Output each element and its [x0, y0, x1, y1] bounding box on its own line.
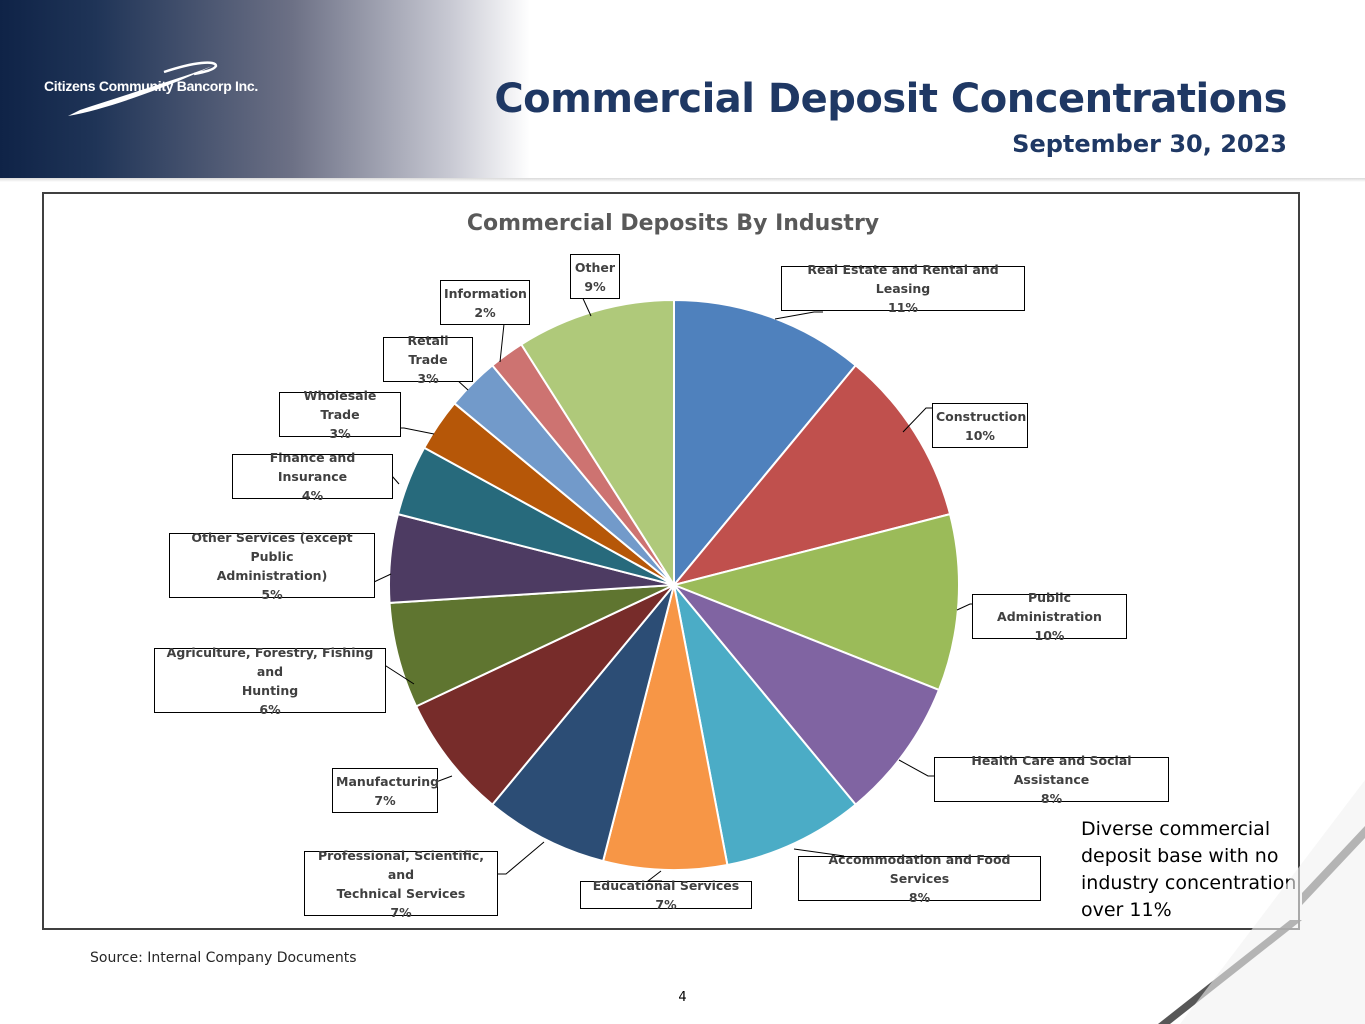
- data-label-pct: 8%: [1040, 791, 1063, 806]
- page-subtitle: September 30, 2023: [1012, 130, 1287, 158]
- data-label-text-2: Technical Services: [336, 885, 466, 901]
- data-label-pct: 11%: [888, 300, 918, 315]
- data-label-other-services: Other Services (except Public Administra…: [169, 530, 375, 602]
- data-label-text: Other Services (except Public: [191, 529, 353, 564]
- data-label-pct: 3%: [329, 426, 351, 441]
- pie-slice-professional-scientific-and-technical-services: [490, 584, 675, 863]
- page-number: 4: [678, 990, 687, 1005]
- data-label-text: Real Estate and Rental and Leasing: [807, 262, 999, 296]
- data-label-pct: 5%: [261, 586, 283, 602]
- data-label-text-2: Administration): [216, 567, 328, 583]
- pie-slice-accommodation-and-food-services: [673, 584, 858, 867]
- leader-line-finance: [391, 475, 400, 485]
- data-label-text: Health Care and Social Assistance: [971, 753, 1132, 787]
- data-label-accommodation: Accommodation and Food Services 8%: [798, 852, 1041, 905]
- chart-title: Commercial Deposits By Industry: [466, 211, 880, 236]
- data-label-text: Agriculture, Forestry, Fishing and: [166, 644, 374, 679]
- leader-line-construction: [902, 407, 934, 433]
- leader-line-professional: [496, 841, 545, 875]
- pie-slices: [388, 298, 960, 871]
- pie-slice-other: [519, 298, 675, 589]
- data-label-pct: 4%: [301, 488, 324, 503]
- data-label-pct: 10%: [1034, 628, 1065, 643]
- data-label-text: Public Administration: [997, 590, 1102, 624]
- pie-slice-manufacturing: [414, 584, 675, 807]
- pie-slice-educational-services: [601, 584, 729, 871]
- data-label-text-2: Hunting: [241, 682, 299, 698]
- data-label-text: Manufacturing: [336, 773, 440, 789]
- data-label-information: Information 2%: [440, 280, 530, 325]
- data-label-pct: 2%: [474, 304, 496, 320]
- data-label-real-estate: Real Estate and Rental and Leasing 11%: [781, 262, 1025, 315]
- data-label-pct: 3%: [417, 371, 439, 386]
- leader-line-real-estate: [774, 311, 823, 320]
- data-label-agriculture: Agriculture, Forestry, Fishing and Hunti…: [154, 645, 386, 717]
- leader-line-wholesale: [400, 427, 435, 435]
- slide-header: Citizens Community Bancorp Inc. Commerci…: [0, 0, 1365, 182]
- data-label-pct: 7%: [374, 792, 396, 808]
- page-title: Commercial Deposit Concentrations: [494, 76, 1287, 122]
- pie-slice-health-care-and-social-assistance: [673, 584, 941, 807]
- data-label-public-admin: Public Administration 10%: [972, 590, 1127, 643]
- pie-chart-frame: Commercial Deposits By Industry Real Est…: [42, 192, 1300, 930]
- data-label-pct: 9%: [584, 278, 606, 294]
- logo-swoosh-icon: [68, 61, 218, 116]
- pie-slice-real-estate-and-rental-and-leasing: [673, 298, 858, 588]
- company-logo: Citizens Community Bancorp Inc.: [44, 60, 274, 120]
- data-label-text: Other: [574, 259, 616, 275]
- data-label-text: Finance and Insurance: [269, 450, 356, 484]
- data-label-other: Other 9%: [570, 254, 620, 299]
- data-label-pct: 7%: [390, 904, 412, 920]
- summary-note: Diverse commercial deposit base with no …: [1081, 818, 1297, 921]
- data-label-text: Information: [444, 285, 527, 301]
- pie-slice-public-administration: [670, 512, 960, 692]
- pie-slice-construction: [671, 363, 952, 587]
- data-label-professional: Professional, Scientific, and Technical …: [304, 848, 498, 920]
- source-footnote: Source: Internal Company Documents: [90, 950, 357, 966]
- pie-chart: [373, 291, 974, 882]
- data-label-text: Construction: [936, 408, 1027, 424]
- data-label-text: Retail Trade: [407, 333, 449, 367]
- header-divider: [0, 178, 1365, 182]
- header-gradient-band: [0, 0, 530, 180]
- data-label-retail: Retail Trade 3%: [383, 333, 473, 386]
- data-label-health-care: Health Care and Social Assistance 8%: [934, 753, 1169, 806]
- leader-line-health-care: [898, 759, 934, 777]
- data-label-pct: 10%: [965, 427, 995, 443]
- data-label-pct: 6%: [259, 701, 281, 717]
- logo-text: Citizens Community Bancorp Inc.: [44, 78, 258, 94]
- leader-line-other-services: [373, 573, 392, 583]
- data-label-wholesale: Wholesale Trade 3%: [279, 388, 401, 441]
- data-label-educational: Educational Services 7%: [580, 878, 752, 912]
- data-label-text: Professional, Scientific, and: [317, 847, 485, 882]
- data-label-finance: Finance and Insurance 4%: [232, 450, 393, 503]
- data-label-construction: Construction 10%: [932, 403, 1028, 448]
- data-label-text: Wholesale Trade: [303, 388, 377, 422]
- data-label-manufacturing: Manufacturing 7%: [332, 768, 440, 813]
- data-label-text: Accommodation and Food Services: [828, 852, 1011, 886]
- data-label-text: Educational Services 7%: [592, 878, 740, 912]
- data-label-pct: 8%: [908, 890, 931, 905]
